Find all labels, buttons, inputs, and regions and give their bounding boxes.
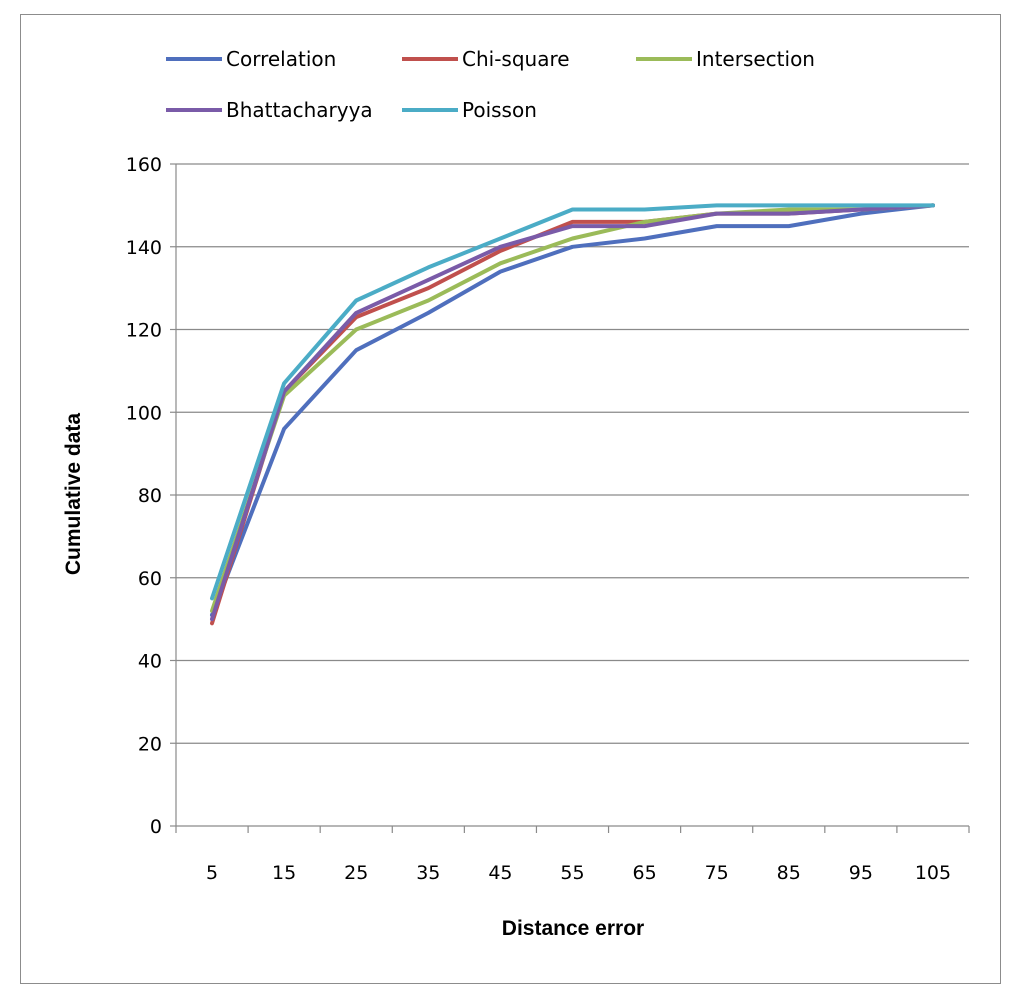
- legend-item-poisson: Poisson: [402, 98, 537, 122]
- x-tick-labels: 5 15 25 35 45 55 65 75 85 95 105: [206, 862, 951, 884]
- legend-item-chi-square: Chi-square: [402, 47, 570, 71]
- y-tick-label: 100: [126, 402, 162, 424]
- x-tick-label: 35: [416, 862, 440, 884]
- y-tick-label: 20: [138, 733, 162, 755]
- y-tick-label: 60: [138, 568, 162, 590]
- x-tick-label: 15: [272, 862, 296, 884]
- x-tick-label: 5: [206, 862, 218, 884]
- legend-item-intersection: Intersection: [636, 47, 815, 71]
- legend-label: Chi-square: [462, 47, 570, 71]
- series-line-bhattacharyya: [210, 203, 935, 622]
- legend-label: Poisson: [462, 98, 537, 122]
- legend-label: Bhattacharyya: [226, 98, 373, 122]
- chart-frame: [20, 14, 1001, 984]
- x-tick-label: 55: [560, 862, 584, 884]
- series-line-correlation: [210, 203, 935, 617]
- x-tick-label: 85: [777, 862, 801, 884]
- y-tick-label: 40: [138, 651, 162, 673]
- x-tick-label: 105: [915, 862, 951, 884]
- x-axis-title: Distance error: [502, 917, 644, 940]
- y-tick-label: 120: [126, 320, 162, 342]
- x-tick-label: 95: [849, 862, 873, 884]
- legend-label: Intersection: [696, 47, 815, 71]
- series-line-chi-square: [210, 203, 935, 626]
- y-tick-label: 0: [150, 816, 162, 838]
- y-axis-title: Cumulative data: [62, 413, 85, 576]
- y-tick-label: 160: [126, 154, 162, 176]
- series-line-intersection: [210, 203, 935, 613]
- x-tick-label: 75: [705, 862, 729, 884]
- y-tick-label: 140: [126, 237, 162, 259]
- axes: [170, 163, 970, 833]
- series-line-poisson: [210, 203, 935, 601]
- series-lines: [210, 203, 935, 626]
- legend-item-bhattacharyya: Bhattacharyya: [166, 98, 373, 122]
- y-tick-labels: 0 20 40 60 80 100 120 140 160: [126, 154, 162, 838]
- x-tick-label: 45: [488, 862, 512, 884]
- x-tick-label: 25: [344, 862, 368, 884]
- legend-label: Correlation: [226, 47, 336, 71]
- x-tick-label: 65: [632, 862, 656, 884]
- y-tick-label: 80: [138, 485, 162, 507]
- gridlines: [176, 163, 969, 744]
- legend: Correlation Chi-square Intersection Bhattac…: [166, 47, 815, 122]
- legend-item-correlation: Correlation: [166, 47, 336, 71]
